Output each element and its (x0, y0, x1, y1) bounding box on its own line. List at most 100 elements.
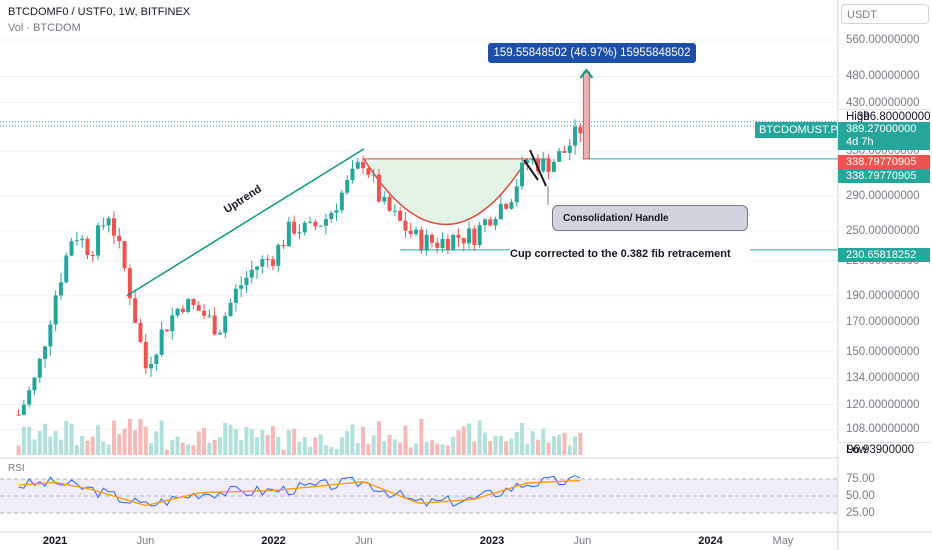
volume-bar (339, 437, 344, 455)
volume-bar (122, 428, 127, 455)
price-tick: 108.00000000 (846, 423, 920, 436)
volume-bar (493, 436, 498, 455)
resistance-red-tag: 338.79770905 (838, 155, 930, 169)
rsi-pane (0, 457, 838, 514)
time-tick: May (772, 535, 794, 547)
candle-body (488, 219, 493, 226)
volume-bar (223, 422, 228, 455)
rsi-label: RSI (8, 463, 25, 474)
volume-bar (21, 426, 26, 455)
grid (0, 39, 838, 430)
volume-bar (371, 435, 376, 455)
volume-bar (43, 423, 48, 455)
candle-body (207, 315, 212, 317)
candle-body (122, 241, 127, 269)
candle-body (461, 237, 466, 244)
handle-callout: Consolidation/ Handle (552, 205, 748, 231)
volume-bar (292, 428, 297, 455)
candle-body (345, 180, 350, 193)
volume-bar (186, 444, 191, 455)
volume-bar (281, 449, 286, 455)
candle-body (525, 160, 530, 163)
candle-body (96, 225, 101, 256)
volume-bar (345, 430, 350, 455)
volume-bar (472, 441, 477, 455)
high-label: High 396.80000000 (838, 109, 931, 124)
candle-body (196, 305, 201, 311)
volume-bar (535, 439, 540, 455)
volume-bar (366, 444, 371, 455)
candle-body (355, 162, 360, 169)
candle-body (27, 390, 32, 405)
handle-line-1 (529, 149, 547, 187)
candle-body (111, 218, 116, 236)
volume-bar (244, 427, 249, 455)
candle-body (509, 202, 514, 209)
volume-bar (85, 440, 90, 455)
time-tick: 2023 (479, 535, 505, 547)
volume-bar (541, 428, 546, 455)
volume-bar (414, 443, 419, 455)
volume-bar (482, 432, 487, 455)
volume-bar (196, 431, 201, 455)
candle-body (48, 324, 53, 347)
candle-body (292, 221, 297, 234)
volume-bar (308, 446, 313, 455)
candle-body (21, 404, 26, 415)
candle-body (419, 229, 424, 251)
volume-bar (440, 444, 445, 455)
volume-bar (16, 445, 21, 455)
price-tick: 250.00000000 (846, 224, 920, 237)
volume-bar (117, 434, 122, 455)
candle-body (53, 295, 58, 325)
volume-bar (64, 421, 69, 455)
candle-body (562, 151, 567, 153)
volume-bar (212, 439, 217, 455)
volume-bar (191, 445, 196, 455)
candles (16, 119, 583, 416)
candle-body (456, 234, 461, 238)
candle-body (350, 168, 355, 181)
volume-bar (429, 440, 434, 455)
volume-bar (127, 418, 132, 455)
candle-body (392, 210, 397, 212)
candle-body (567, 145, 572, 153)
annotations (0, 68, 838, 297)
candle-body (482, 219, 487, 226)
price-tick: 150.00000000 (846, 345, 920, 358)
volume-bar (149, 443, 154, 455)
candle-body (154, 354, 159, 365)
candle-body (64, 255, 69, 283)
candle-body (202, 310, 207, 316)
volume-bar (180, 442, 185, 455)
candle-body (371, 174, 376, 176)
candle-body (493, 219, 498, 226)
candle-body (520, 162, 525, 187)
volume-bar (456, 430, 461, 455)
candle-body (159, 329, 164, 355)
volume-bar (329, 447, 334, 455)
candle-body (239, 285, 244, 289)
rsi-band (0, 479, 838, 513)
volume-bar (217, 436, 222, 455)
candle-body (249, 269, 254, 278)
currency-button[interactable]: USDT (841, 4, 929, 24)
volume-bar (53, 431, 58, 455)
volume-bar (567, 445, 572, 455)
candle-body (138, 322, 143, 342)
candle-body (535, 158, 540, 172)
candle-body (414, 229, 419, 234)
volume-bar (58, 439, 63, 455)
volume-bar (323, 445, 328, 455)
volume-bar (546, 442, 551, 455)
low-label: Low 96.93900000 (838, 442, 930, 457)
candle-body (69, 241, 74, 256)
volume-bar (270, 425, 275, 455)
rsi-tick: 50.00 (846, 490, 875, 502)
last-price-tag: 389.27000000 4d 7h (838, 122, 930, 150)
volume-bars (16, 418, 583, 455)
candle-body (451, 234, 456, 250)
candle-body (223, 316, 228, 333)
volume-bar (514, 432, 519, 455)
